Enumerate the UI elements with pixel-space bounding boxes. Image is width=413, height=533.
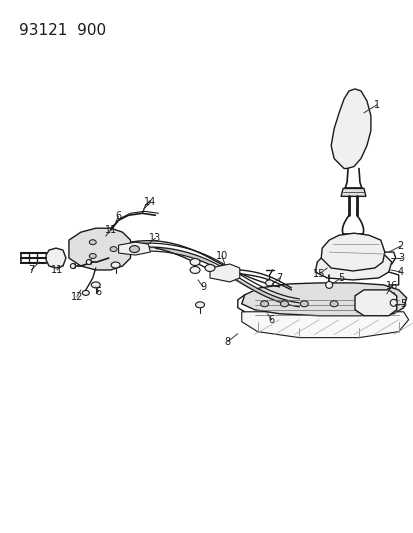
Text: 2: 2 <box>396 241 403 251</box>
Ellipse shape <box>379 301 387 307</box>
Text: 13: 13 <box>149 233 161 243</box>
Polygon shape <box>69 228 130 270</box>
Ellipse shape <box>111 262 120 268</box>
Text: 12: 12 <box>71 292 83 302</box>
Ellipse shape <box>325 281 332 288</box>
Text: 15: 15 <box>312 269 325 279</box>
Text: 8: 8 <box>224 337 230 346</box>
Ellipse shape <box>190 266 199 273</box>
Ellipse shape <box>359 301 367 307</box>
Polygon shape <box>320 233 384 271</box>
Ellipse shape <box>89 254 96 259</box>
Ellipse shape <box>204 264 214 271</box>
Text: 14: 14 <box>144 197 156 207</box>
Text: 3: 3 <box>398 253 404 263</box>
Polygon shape <box>330 89 370 168</box>
Ellipse shape <box>129 246 139 253</box>
Text: 10: 10 <box>215 251 228 261</box>
Text: 93121  900: 93121 900 <box>19 23 106 38</box>
Text: 11: 11 <box>104 225 116 235</box>
Text: 7: 7 <box>276 273 282 283</box>
Text: 11: 11 <box>51 265 63 275</box>
Ellipse shape <box>82 290 89 295</box>
Polygon shape <box>315 251 391 280</box>
Polygon shape <box>354 290 396 316</box>
Text: 16: 16 <box>385 281 397 291</box>
Polygon shape <box>209 264 239 282</box>
Ellipse shape <box>110 247 117 252</box>
Ellipse shape <box>389 300 396 306</box>
Ellipse shape <box>89 240 96 245</box>
Text: 5: 5 <box>400 299 406 309</box>
Polygon shape <box>118 242 150 255</box>
Text: 5: 5 <box>337 273 343 283</box>
Text: 4: 4 <box>396 267 403 277</box>
Ellipse shape <box>330 301 337 307</box>
Text: 1: 1 <box>373 100 379 110</box>
Ellipse shape <box>91 282 100 288</box>
Text: 9: 9 <box>199 282 206 292</box>
Ellipse shape <box>195 302 204 308</box>
Ellipse shape <box>86 260 91 264</box>
Ellipse shape <box>300 301 308 307</box>
Ellipse shape <box>280 301 288 307</box>
Polygon shape <box>241 283 406 316</box>
Ellipse shape <box>70 263 75 269</box>
Text: 6: 6 <box>95 287 102 297</box>
Ellipse shape <box>260 301 268 307</box>
Polygon shape <box>340 188 365 196</box>
Ellipse shape <box>190 259 199 265</box>
Text: 6: 6 <box>268 314 274 325</box>
Text: 6: 6 <box>115 211 121 221</box>
Text: 7: 7 <box>28 265 34 275</box>
Ellipse shape <box>265 280 273 286</box>
Polygon shape <box>241 312 408 337</box>
Polygon shape <box>46 248 66 268</box>
